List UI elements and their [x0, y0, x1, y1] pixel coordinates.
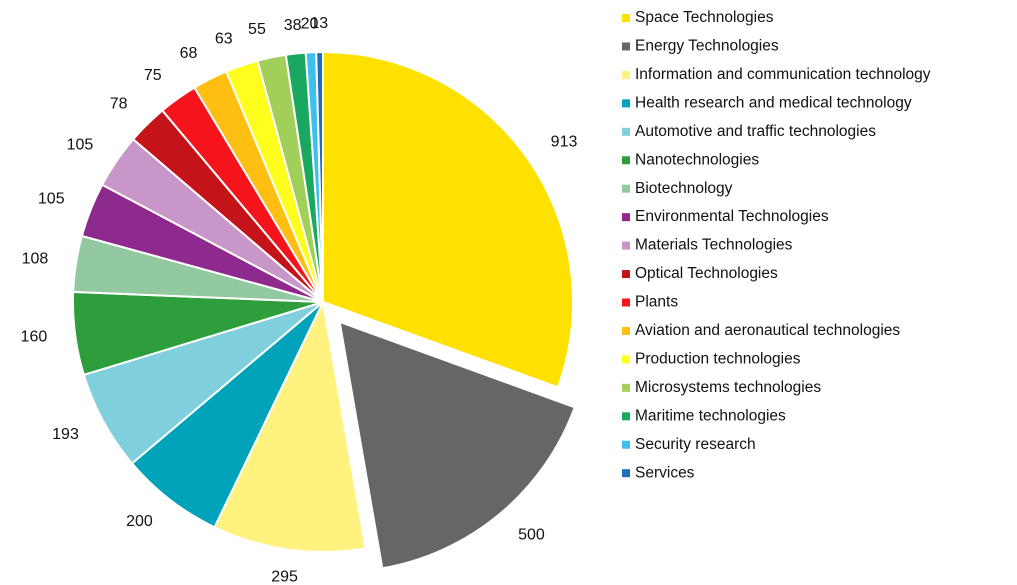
data-label: 500 — [518, 526, 545, 543]
legend-label: Health research and medical technology — [635, 94, 912, 111]
data-label: 63 — [215, 30, 233, 47]
data-label: 913 — [551, 134, 578, 151]
pie-slice — [338, 320, 576, 570]
legend-swatch — [622, 70, 630, 79]
data-label: 295 — [271, 569, 298, 585]
legend-label: Space Technologies — [635, 9, 774, 26]
legend-label: Aviation and aeronautical technologies — [635, 322, 900, 339]
legend-swatch — [622, 14, 630, 22]
legend-label: Optical Technologies — [635, 265, 778, 282]
legend-swatch — [622, 326, 630, 335]
data-label: 78 — [110, 96, 128, 113]
legend-label: Information and communication technology — [635, 66, 931, 83]
data-label: 55 — [248, 21, 266, 38]
pie-slice — [213, 298, 367, 553]
data-label: 13 — [310, 15, 328, 32]
legend-swatch — [622, 383, 630, 392]
data-label: 68 — [180, 45, 198, 62]
data-label: 75 — [144, 67, 162, 84]
legend-swatch — [622, 355, 630, 364]
data-label: 193 — [52, 426, 79, 443]
legend-label: Energy Technologies — [635, 38, 779, 55]
legend-swatch — [622, 213, 630, 222]
legend-label: Security research — [635, 436, 756, 453]
legend-label: Plants — [635, 294, 678, 311]
data-label: 20 — [301, 16, 319, 33]
legend-label: Biotechnology — [635, 180, 733, 197]
data-label: 160 — [21, 329, 48, 346]
legend-swatch — [622, 184, 630, 193]
legend-swatch — [622, 99, 630, 108]
pie-slice — [315, 50, 324, 303]
data-label: 200 — [126, 513, 153, 530]
legend-label: Production technologies — [635, 350, 801, 367]
data-label: 105 — [67, 137, 94, 154]
legend-swatch — [622, 298, 630, 307]
data-label: 105 — [38, 191, 65, 208]
legend-label: Automotive and traffic technologies — [635, 123, 876, 140]
legend-swatch — [622, 270, 630, 279]
legend-swatch — [622, 42, 630, 51]
legend-swatch — [622, 127, 630, 136]
legend-label: Materials Technologies — [635, 237, 793, 254]
legend-swatch — [622, 156, 630, 165]
legend-label: Environmental Technologies — [635, 208, 829, 225]
data-label: 38 — [284, 17, 302, 34]
legend-swatch — [622, 469, 630, 478]
legend-swatch — [622, 440, 630, 449]
legend-label: Microsystems technologies — [635, 379, 821, 396]
legend-label: Services — [635, 464, 695, 481]
pie-slice — [322, 50, 574, 389]
data-label: 108 — [22, 251, 49, 268]
legend-label: Maritime technologies — [635, 407, 786, 424]
legend-label: Nanotechnologies — [635, 151, 759, 168]
legend-swatch — [622, 412, 630, 421]
legend-swatch — [622, 241, 630, 250]
